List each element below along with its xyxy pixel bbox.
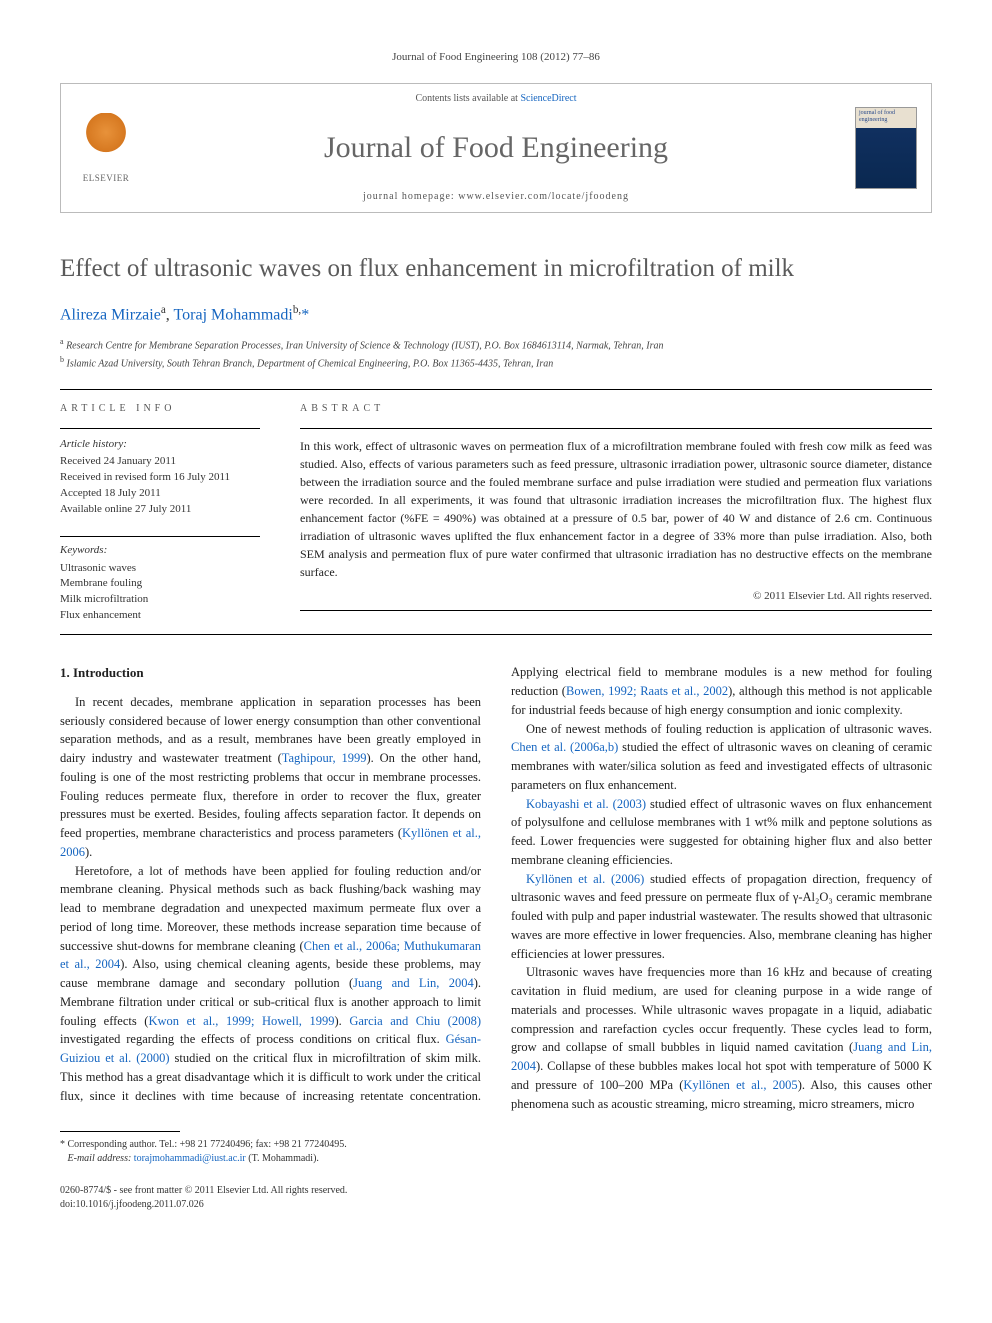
email-footnote: E-mail address: torajmohammadi@iust.ac.i… [60, 1152, 932, 1166]
journal-cover-thumbnail [855, 107, 917, 189]
body-paragraph: Kyllönen et al. (2006) studied effects o… [511, 870, 932, 964]
p-text: One of newest methods of fouling reducti… [526, 722, 932, 736]
email-person: (T. Mohammadi). [246, 1153, 319, 1164]
header-center: Contents lists available at ScienceDirec… [151, 84, 841, 212]
journal-name: Journal of Food Engineering [324, 127, 668, 169]
p-text: ). [85, 845, 92, 859]
footer-doi-line: doi:10.1016/j.jfoodeng.2011.07.026 [60, 1198, 347, 1212]
history-accepted: Accepted 18 July 2011 [60, 486, 260, 502]
keywords-head: Keywords: [60, 543, 260, 558]
author-email-link[interactable]: torajmohammadi@iust.ac.ir [134, 1153, 246, 1164]
citation-link[interactable]: Kyllönen et al., 2005 [683, 1078, 797, 1092]
citation-link[interactable]: Juang and Lin, 2004 [353, 976, 474, 990]
citation-link[interactable]: Garcia and Chiu (2008) [349, 1014, 481, 1028]
affiliation-b: b Islamic Azad University, South Tehran … [60, 354, 932, 371]
affiliation-a: a Research Centre for Membrane Separatio… [60, 336, 932, 353]
email-label: E-mail address: [68, 1153, 132, 1164]
contents-available-line: Contents lists available at ScienceDirec… [415, 92, 576, 106]
corresponding-mark[interactable]: * [301, 306, 309, 323]
affiliation-b-text: Islamic Azad University, South Tehran Br… [67, 358, 554, 369]
p-text: ). [334, 1014, 349, 1028]
body-paragraph: Ultrasonic waves have frequencies more t… [511, 963, 932, 1113]
journal-homepage-line: journal homepage: www.elsevier.com/locat… [363, 190, 629, 204]
p-text: investigated regarding the effects of pr… [60, 1032, 446, 1046]
contents-prefix: Contents lists available at [415, 93, 520, 104]
abstract-text: In this work, effect of ultrasonic waves… [300, 437, 932, 581]
keyword-1: Ultrasonic waves [60, 561, 260, 577]
history-received: Received 24 January 2011 [60, 454, 260, 470]
body-paragraph: In recent decades, membrane application … [60, 693, 481, 862]
corresponding-footnote: * Corresponding author. Tel.: +98 21 772… [60, 1138, 932, 1152]
keyword-2: Membrane fouling [60, 576, 260, 592]
keyword-3: Milk microfiltration [60, 592, 260, 608]
citation-link[interactable]: Taghipour, 1999 [282, 751, 367, 765]
keyword-4: Flux enhancement [60, 608, 260, 624]
sciencedirect-link[interactable]: ScienceDirect [520, 93, 576, 104]
journal-header-box: ELSEVIER Contents lists available at Sci… [60, 83, 932, 213]
citation-link[interactable]: Kyllönen et al. (2006) [526, 872, 644, 886]
author-2-affil-mark: b, [293, 304, 301, 316]
history-online: Available online 27 July 2011 [60, 502, 260, 518]
abstract-rule [300, 428, 932, 429]
article-title: Effect of ultrasonic waves on flux enhan… [60, 253, 932, 284]
body-paragraph: One of newest methods of fouling reducti… [511, 720, 932, 795]
author-2[interactable]: Toraj Mohammadi [174, 306, 293, 323]
rule-top [60, 389, 932, 390]
history-head: Article history: [60, 437, 260, 452]
footer-issn-line: 0260-8774/$ - see front matter © 2011 El… [60, 1184, 347, 1198]
citation-link[interactable]: Chen et al. (2006a,b) [511, 740, 618, 754]
cover-cell [841, 84, 931, 212]
page-footer: 0260-8774/$ - see front matter © 2011 El… [60, 1184, 932, 1212]
elsevier-tree-icon [81, 113, 131, 168]
rule-before-body [60, 634, 932, 635]
body-paragraph: Kobayashi et al. (2003) studied effect o… [511, 795, 932, 870]
publisher-logo-cell: ELSEVIER [61, 84, 151, 212]
footnote-rule [60, 1131, 180, 1132]
abstract-head: ABSTRACT [300, 402, 932, 416]
citation-link[interactable]: Bowen, 1992; Raats et al., 2002 [566, 684, 728, 698]
abstract-rule-bottom [300, 610, 932, 611]
body-two-column: 1. Introduction In recent decades, membr… [60, 663, 932, 1113]
authors-line: Alireza Mirzaiea, Toraj Mohammadib,* [60, 303, 932, 327]
section-1-heading: 1. Introduction [60, 663, 481, 683]
author-1[interactable]: Alireza Mirzaie [60, 306, 161, 323]
history-revised: Received in revised form 16 July 2011 [60, 470, 260, 486]
publisher-label: ELSEVIER [83, 172, 130, 185]
info-rule [60, 428, 260, 429]
journal-reference: Journal of Food Engineering 108 (2012) 7… [60, 50, 932, 65]
keywords-rule [60, 536, 260, 537]
author-1-affil-mark: a [161, 304, 166, 316]
article-info-head: ARTICLE INFO [60, 402, 260, 416]
abstract-column: ABSTRACT In this work, effect of ultraso… [300, 402, 932, 624]
affiliation-a-text: Research Centre for Membrane Separation … [66, 341, 663, 352]
homepage-prefix: journal homepage: [363, 191, 458, 202]
citation-link[interactable]: Kwon et al., 1999; Howell, 1999 [148, 1014, 334, 1028]
abstract-copyright: © 2011 Elsevier Ltd. All rights reserved… [300, 589, 932, 604]
homepage-url[interactable]: www.elsevier.com/locate/jfoodeng [458, 191, 629, 202]
citation-link[interactable]: Kobayashi et al. (2003) [526, 797, 646, 811]
article-info-column: ARTICLE INFO Article history: Received 2… [60, 402, 260, 624]
